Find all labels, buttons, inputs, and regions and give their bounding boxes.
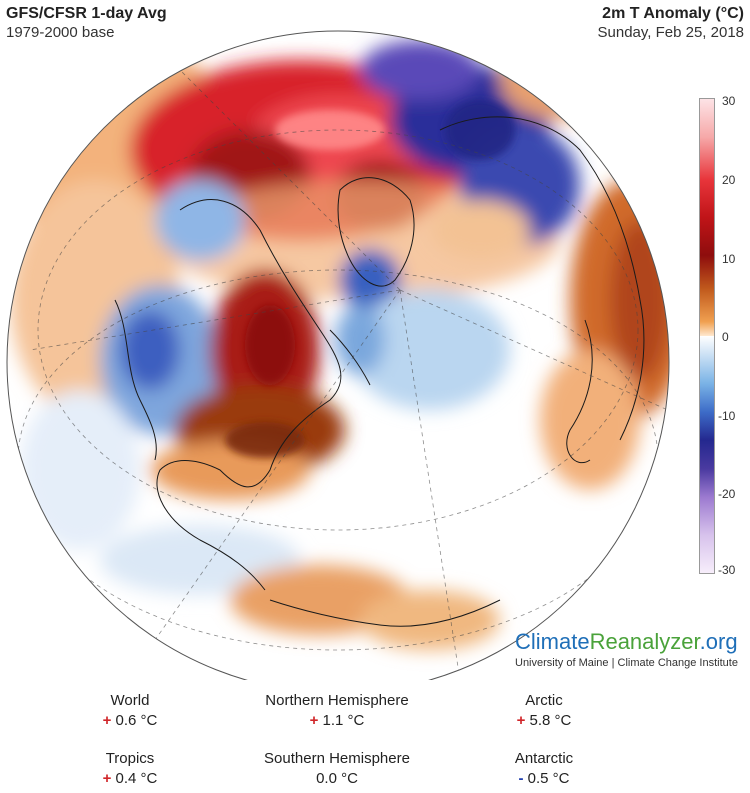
header-left: GFS/CFSR 1-day Avg 1979-2000 base (6, 4, 167, 42)
stat-value-row: + 0.6 °C (30, 712, 230, 729)
brand-org: .org (699, 629, 738, 654)
stat-value: 0.0 °C (316, 770, 358, 787)
brand-logo[interactable]: ClimateReanalyzer.org (515, 629, 738, 655)
stat-name: Northern Hemisphere (265, 692, 409, 709)
brand-climate: Climate (515, 629, 590, 654)
stat-value-row: + 0.4 °C (30, 770, 230, 787)
stat-name: Arctic (525, 692, 563, 709)
stat-northern-hemisphere: Northern Hemisphere + 1.1 °C (237, 692, 437, 729)
header-right: 2m T Anomaly (°C) Sunday, Feb 25, 2018 (598, 4, 745, 42)
map-date: Sunday, Feb 25, 2018 (597, 24, 745, 41)
colorbar-tick: -30 (718, 563, 736, 577)
variable-title: 2m T Anomaly (°C) (602, 5, 744, 22)
stat-southern-hemisphere: Southern Hemisphere 0.0 °C (237, 750, 437, 787)
colorbar-tick: -20 (718, 487, 736, 501)
stat-value: 5.8 °C (529, 712, 572, 729)
colorbar-tick: 30 (722, 94, 736, 108)
globe-map (6, 30, 670, 680)
anomaly-detail (225, 100, 515, 458)
stat-antarctic: Antarctic - 0.5 °C (444, 750, 644, 787)
stat-sign: - (518, 770, 524, 787)
stat-value-row: 0.0 °C (237, 770, 437, 787)
globe-outline (6, 30, 670, 680)
colorbar-tick: -10 (718, 409, 736, 423)
stat-value: 0.5 °C (527, 770, 570, 787)
map-title: GFS/CFSR 1-day Avg (6, 5, 167, 22)
stat-value-row: + 5.8 °C (444, 712, 644, 729)
colorbar-tick: 20 (722, 173, 736, 187)
stat-name: Tropics (105, 750, 155, 767)
stat-sign: + (102, 712, 112, 729)
stat-value-row: - 0.5 °C (444, 770, 644, 787)
stat-value: 1.1 °C (322, 712, 365, 729)
stat-name: World (110, 692, 150, 709)
brand-reanalyzer: Reanalyzer (589, 629, 700, 654)
coastlines (114, 116, 645, 627)
stat-arctic: Arctic + 5.8 °C (444, 692, 644, 729)
stat-value: 0.6 °C (115, 712, 158, 729)
stat-value-row: + 1.1 °C (237, 712, 437, 729)
stat-sign: + (309, 712, 319, 729)
stat-world: World + 0.6 °C (30, 692, 230, 729)
brand-subtitle: University of Maine | Climate Change Ins… (515, 657, 738, 669)
stat-tropics: Tropics + 0.4 °C (30, 750, 230, 787)
stat-sign: + (516, 712, 526, 729)
stat-sign: + (102, 770, 112, 787)
stat-name: Antarctic (514, 750, 574, 767)
colorbar-tick: 0 (722, 330, 729, 344)
stat-name: Southern Hemisphere (264, 750, 410, 767)
stat-value: 0.4 °C (115, 770, 158, 787)
colorbar (699, 98, 715, 574)
colorbar-tick: 10 (722, 252, 736, 266)
map-subtitle: 1979-2000 base (6, 24, 115, 41)
